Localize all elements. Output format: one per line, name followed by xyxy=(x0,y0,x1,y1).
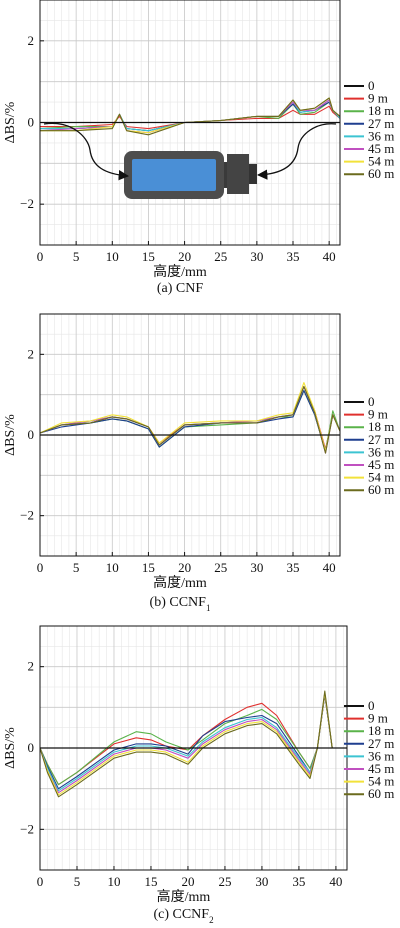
caption-subscript: 1 xyxy=(206,603,211,613)
y-tick-label: −2 xyxy=(20,196,34,211)
legend-label: 60 m xyxy=(368,786,394,801)
x-tick-label: 25 xyxy=(214,249,227,264)
legend-label: 18 m xyxy=(368,723,394,738)
legend-label: 36 m xyxy=(368,444,394,459)
legend-label: 9 m xyxy=(368,407,388,422)
x-tick-label: 40 xyxy=(323,249,336,264)
x-tick-label: 30 xyxy=(250,560,263,575)
x-tick-label: 15 xyxy=(142,249,155,264)
y-tick-label: −2 xyxy=(20,821,34,836)
legend-label: 9 m xyxy=(368,711,388,726)
x-tick-label: 35 xyxy=(287,560,300,575)
legend-label: 0 xyxy=(368,394,375,409)
x-tick-label: 10 xyxy=(106,249,119,264)
y-axis-label: ΔBS/% xyxy=(3,727,18,769)
series-line-60m xyxy=(39,386,341,454)
x-tick-label: 10 xyxy=(106,560,119,575)
series-line-60m xyxy=(39,690,347,798)
x-axis-label: 高度/mm xyxy=(153,263,207,280)
legend-label: 0 xyxy=(368,698,375,713)
x-tick-label: 0 xyxy=(37,560,44,575)
x-tick-label: 15 xyxy=(144,874,157,889)
legend-label: 60 m xyxy=(368,166,394,181)
legend-label: 27 m xyxy=(368,116,394,131)
x-tick-label: 40 xyxy=(323,560,336,575)
x-tick-label: 15 xyxy=(142,560,155,575)
x-tick-label: 30 xyxy=(250,249,263,264)
x-tick-label: 30 xyxy=(255,874,268,889)
vial-liquid xyxy=(132,159,216,191)
legend-label: 27 m xyxy=(368,736,394,751)
y-axis-label: ΔBS/% xyxy=(3,101,18,143)
x-tick-label: 35 xyxy=(292,874,305,889)
series-line-60m xyxy=(40,97,341,136)
vial-cap xyxy=(227,154,249,194)
legend-label: 18 m xyxy=(368,419,394,434)
y-tick-label: 2 xyxy=(28,659,35,674)
x-tick-label: 0 xyxy=(37,249,44,264)
legend-label: 18 m xyxy=(368,103,394,118)
legend-label: 0 xyxy=(368,78,375,93)
x-tick-label: 20 xyxy=(181,874,194,889)
legend-label: 54 m xyxy=(368,774,394,789)
x-axis-label: 高度/mm xyxy=(157,888,211,905)
legend-label: 54 m xyxy=(368,470,394,485)
caption-subscript: 2 xyxy=(209,915,214,925)
legend: 09 m18 m27 m36 m45 m54 m60 m xyxy=(344,698,394,801)
arrow-right xyxy=(256,123,337,180)
y-tick-label: −2 xyxy=(20,508,34,523)
x-tick-label: 0 xyxy=(37,874,44,889)
x-tick-label: 40 xyxy=(329,874,342,889)
legend-label: 36 m xyxy=(368,748,394,763)
x-tick-label: 25 xyxy=(218,874,231,889)
sample-vial-icon xyxy=(43,122,337,199)
panel-caption: (c) CCNF2 xyxy=(153,907,213,925)
y-tick-label: 2 xyxy=(28,33,35,48)
x-axis-label: 高度/mm xyxy=(153,574,207,591)
y-tick-label: 0 xyxy=(28,115,35,130)
legend-label: 54 m xyxy=(368,154,394,169)
legend-label: 36 m xyxy=(368,128,394,143)
legend-label: 45 m xyxy=(368,761,394,776)
x-tick-label: 5 xyxy=(73,560,80,575)
x-tick-label: 35 xyxy=(287,249,300,264)
y-tick-label: 2 xyxy=(28,346,35,361)
legend-label: 27 m xyxy=(368,432,394,447)
x-tick-label: 10 xyxy=(107,874,120,889)
y-tick-label: 0 xyxy=(28,740,35,755)
y-tick-label: 0 xyxy=(28,427,35,442)
y-axis-label: ΔBS/% xyxy=(3,414,18,456)
vial-cap-tip xyxy=(249,164,257,184)
legend: 09 m18 m27 m36 m45 m54 m60 m xyxy=(344,394,394,497)
x-tick-label: 5 xyxy=(74,874,81,889)
panel-caption: (a) CNF xyxy=(157,281,203,296)
legend-label: 9 m xyxy=(368,91,388,106)
x-tick-label: 25 xyxy=(214,560,227,575)
x-tick-label: 20 xyxy=(178,560,191,575)
legend-label: 60 m xyxy=(368,482,394,497)
legend: 09 m18 m27 m36 m45 m54 m60 m xyxy=(344,78,394,181)
arrow-left xyxy=(43,122,130,181)
x-tick-label: 20 xyxy=(178,249,191,264)
legend-label: 45 m xyxy=(368,457,394,472)
x-tick-label: 5 xyxy=(73,249,80,264)
legend-label: 45 m xyxy=(368,141,394,156)
panel-caption: (b) CCNF1 xyxy=(150,595,211,613)
